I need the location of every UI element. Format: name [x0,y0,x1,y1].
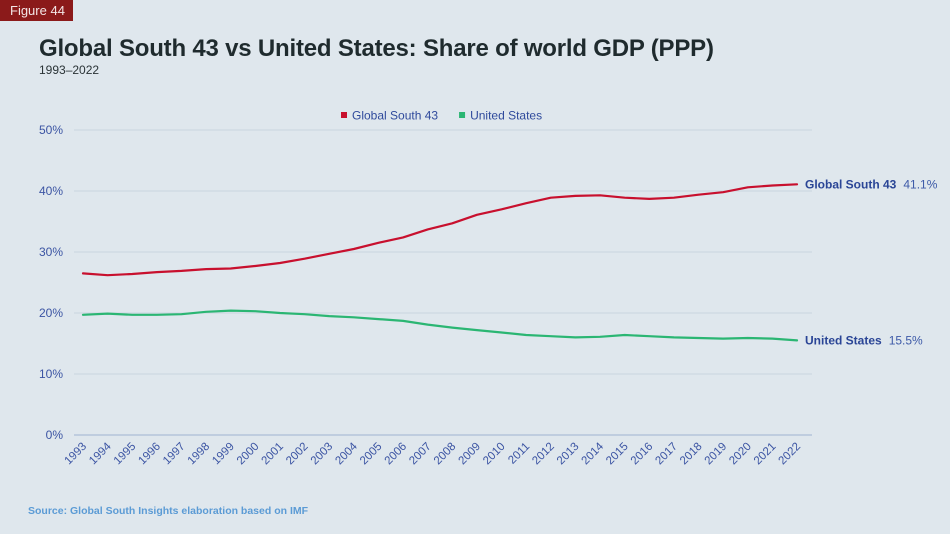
y-tick-label: 30% [39,245,63,259]
x-tick-label: 2007 [407,441,434,468]
legend: Global South 43 United States [341,109,542,123]
series-line-united-states [81,309,799,342]
legend-swatch [459,112,466,118]
x-tick-label: 1999 [210,441,237,468]
x-tick-label: 2022 [777,441,804,468]
gridlines [74,129,812,436]
y-axis-ticks: 0% 10% 20% 30% 40% 50% [39,123,63,442]
x-tick-label: 2008 [432,441,459,468]
y-tick-label: 20% [39,306,63,320]
x-tick-label: 2011 [506,441,532,467]
figure-label: Figure 44 [0,0,73,21]
x-tick-label: 2019 [703,441,730,468]
y-tick-label: 50% [39,123,63,137]
x-tick-label: 2009 [456,441,483,468]
x-tick-label: 2005 [358,441,385,468]
x-tick-label: 2016 [629,441,656,468]
end-label-name: United States [805,333,882,347]
x-tick-label: 2010 [481,441,508,468]
x-tick-label: 1996 [136,441,163,468]
x-tick-label: 1994 [87,440,114,467]
x-tick-label: 2006 [383,441,410,468]
legend-label: Global South 43 [352,109,438,123]
legend-label: United States [470,109,542,123]
y-tick-label: 0% [46,428,64,442]
source-note: Source: Global South Insights elaboratio… [28,505,309,517]
x-tick-label: 2013 [555,441,582,468]
x-axis-ticks: 1993199419951996199719981999200020012002… [63,440,804,467]
x-tick-label: 1995 [112,441,139,468]
x-tick-label: 2020 [727,441,754,468]
x-tick-label: 2001 [260,441,287,468]
chart-subtitle: 1993–2022 [39,63,100,77]
x-tick-label: 2015 [604,441,631,468]
x-tick-label: 2012 [530,441,557,468]
series-line-global-south-43 [81,183,799,277]
x-tick-label: 1998 [186,441,213,468]
x-tick-label: 2000 [235,441,262,468]
legend-swatch [341,112,347,118]
x-tick-label: 2021 [752,441,779,468]
x-tick-label: 2017 [653,441,680,468]
x-tick-label: 2002 [284,441,311,468]
x-tick-label: 2004 [333,440,360,467]
x-tick-label: 1997 [161,441,188,468]
x-tick-label: 2018 [678,441,705,468]
chart-title: Global South 43 vs United States: Share … [39,35,714,62]
x-tick-label: 2014 [580,440,607,467]
y-tick-label: 10% [39,367,63,381]
end-label-value: 15.5% [889,333,923,347]
x-tick-label: 2003 [309,441,336,468]
end-labels: Global South 43 41.1% United States 15.5% [805,177,938,347]
end-label-name: Global South 43 [805,177,897,191]
end-label-value: 41.1% [903,177,937,191]
y-tick-label: 40% [39,184,63,198]
series-lines [81,183,799,342]
x-tick-label: 1993 [63,441,90,468]
